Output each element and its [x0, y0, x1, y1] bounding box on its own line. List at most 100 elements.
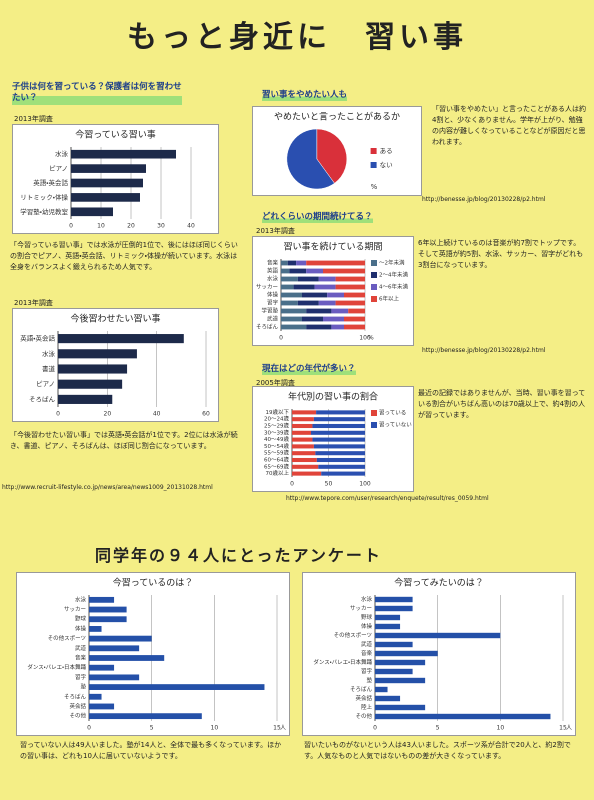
x-tick-label: 100 [359, 335, 371, 342]
x-tick-label: 100 [359, 481, 371, 488]
bar [89, 596, 115, 603]
y-tick-label: 音楽 [361, 649, 373, 657]
bar-segment [315, 451, 365, 456]
bar-segment [335, 284, 365, 290]
y-tick-label: そろばん [64, 692, 87, 700]
bar-segment [292, 430, 311, 435]
bar-segment [292, 451, 316, 456]
paragraph: 「今後習わせたい習い事」では英語・英会話が1位です。2位には水泳が続き、書道、ピ… [10, 431, 238, 450]
chart-title: 今後習わせたい習い事 [70, 313, 160, 325]
bar-segment [281, 284, 294, 290]
bar-segment [281, 268, 290, 274]
y-tick-label: 書道 [42, 364, 56, 373]
survey-title: 同学年の９４人にとったアンケート [95, 546, 382, 565]
y-tick-label: 武道 [267, 315, 279, 323]
y-tick-label: 70歳以上 [266, 469, 290, 477]
bar [375, 668, 413, 675]
bar-segment [313, 417, 365, 422]
bar-segment [292, 471, 322, 476]
y-tick-label: 習字 [267, 300, 279, 307]
x-tick-label: 30 [157, 223, 165, 230]
y-tick-label: 25～29歳 [264, 422, 289, 430]
y-tick-label: 19歳以下 [266, 408, 290, 416]
heading: 子供は何を習っている？保護者は何を習わせたい？ [12, 82, 182, 105]
x-tick-label: 20 [104, 411, 112, 418]
bar [58, 364, 128, 374]
bar-segment [331, 324, 344, 330]
bar-segment [321, 471, 365, 476]
chart: 今習っている習い事 0 10 20 30 40 水泳ピアノ英語・英会話リトミック・体操学習塾… [12, 124, 219, 234]
bar [375, 614, 401, 621]
y-tick-label: 野球 [75, 615, 87, 623]
unit-label: % [371, 183, 378, 191]
x-tick-label: 0 [279, 335, 283, 342]
y-tick-label: 塾 [366, 676, 372, 684]
y-tick-label: 英語・英会話 [20, 334, 55, 343]
legend-swatch [371, 422, 377, 428]
bar [375, 704, 426, 711]
bar [89, 635, 152, 642]
chart: 今習っているのは？ 0 5 10 15 人 水泳サッカー野球体操その他スポーツ武道音楽ダンス… [16, 572, 290, 736]
y-tick-label: 英会話 [355, 694, 372, 702]
x-tick-label: 60 [202, 411, 210, 418]
note: 2013年調査 [256, 227, 295, 235]
x-tick-label: 0 [69, 223, 73, 230]
y-tick-label: 50～54歳 [264, 442, 289, 450]
bar-segment [302, 316, 323, 322]
y-tick-label: ピアノ [49, 165, 68, 173]
bar [89, 606, 127, 613]
y-tick-label: 体操 [267, 291, 279, 299]
y-tick-label: 音楽 [75, 654, 87, 662]
legend-swatch [371, 272, 377, 278]
x-tick-label: 20 [127, 223, 135, 230]
bar-segment [293, 284, 315, 290]
bar [89, 684, 265, 690]
bar [375, 695, 401, 702]
bar [71, 207, 113, 217]
paragraph: 「今習っている習い事」では水泳が圧倒的1位で、後にはほぼ同じくらいの割合でピアノ… [10, 241, 238, 271]
y-tick-label: 20～24歳 [264, 415, 289, 423]
legend-swatch [370, 162, 377, 168]
bar [89, 674, 140, 681]
x-tick-label: 10 [97, 223, 105, 230]
bar [58, 349, 137, 359]
chart-title: 年代別の習い事の割合 [288, 391, 378, 403]
bar [71, 149, 176, 159]
bar [89, 693, 102, 700]
bar-segment [306, 324, 332, 330]
x-axis-label: % [368, 335, 374, 342]
y-tick-label: そろばん [350, 685, 373, 693]
bar-segment [292, 423, 313, 429]
y-tick-label: ダンス・バレエ・日本舞踊 [27, 663, 86, 671]
y-tick-label: 学習塾 [261, 307, 278, 315]
y-tick-label: サッカー [256, 284, 278, 291]
y-tick-label: 30～39歳 [264, 428, 289, 436]
bar-segment [292, 457, 317, 463]
bar [375, 650, 438, 657]
y-tick-label: その他スポーツ [334, 631, 372, 639]
bar-segment [292, 437, 313, 442]
paragraph: 習いたいものがないという人は43人いました。スポーツ系が合計で20人と、約2割で… [304, 741, 571, 760]
bar-segment [348, 308, 365, 314]
bar-segment [318, 464, 365, 469]
y-tick-label: 水泳 [361, 595, 373, 603]
x-tick-label: 50 [325, 481, 333, 488]
bar [375, 632, 501, 639]
bar [375, 596, 413, 603]
bar-segment [306, 268, 323, 274]
y-tick-label: 体操 [75, 624, 87, 632]
bar-segment [344, 292, 365, 298]
bar-segment [281, 316, 302, 322]
y-tick-label: 60～64歳 [264, 456, 289, 464]
x-tick-label: 5 [150, 725, 154, 732]
bar [58, 394, 113, 404]
bar-segment [281, 260, 288, 266]
bar-segment [292, 464, 319, 469]
y-tick-label: サッカー [350, 605, 372, 612]
bar-segment [312, 437, 365, 442]
source: http://www.tepore.com/user/research/enqu… [286, 495, 489, 502]
chart-title: 今習っている習い事 [75, 129, 156, 141]
bar [375, 605, 413, 612]
paragraph: 習っていない人は49人いました。塾が14人と、全体で最も多くなっています。ほかの… [20, 741, 282, 760]
